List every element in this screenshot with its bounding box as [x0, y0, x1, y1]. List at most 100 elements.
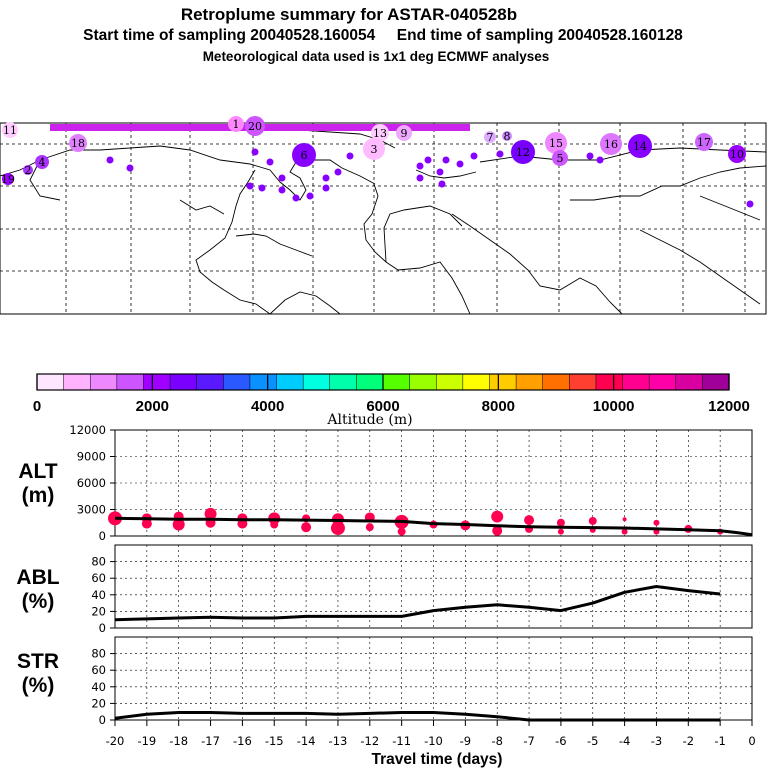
colorbar-swatch — [196, 373, 224, 391]
alt-scatter-point — [492, 525, 503, 536]
map-small-dot — [246, 182, 254, 190]
str-label-2: (%) — [22, 674, 55, 697]
x-tick-label: -16 — [233, 734, 252, 748]
colorbar-swatch — [143, 373, 171, 391]
colorbar-swatch — [648, 373, 677, 391]
alt-scatter-point — [172, 518, 185, 531]
map-centroid-label: 11 — [3, 124, 17, 137]
map-coastlines — [0, 129, 767, 315]
y-tick-label: 12000 — [69, 423, 106, 437]
x-tick-label: -1 — [714, 734, 725, 748]
alt-scatter-point — [330, 521, 345, 536]
y-tick-label: 6000 — [77, 476, 106, 490]
x-tick-label: -18 — [169, 734, 188, 748]
colorbar-swatch — [542, 373, 570, 391]
x-tick-label: -11 — [392, 734, 411, 748]
colorbar-swatch — [223, 373, 251, 391]
x-tick-label: -12 — [360, 734, 379, 748]
y-tick-label: 20 — [91, 604, 106, 618]
panel-alt: 0 3000 6000 9000 12000 — [69, 423, 753, 543]
map-centroid-dot — [2, 173, 14, 185]
colorbar-swatch — [622, 373, 650, 391]
map-centroid-dot — [695, 133, 713, 151]
alt-scatter-point — [588, 516, 597, 525]
map-small-dot — [306, 192, 314, 200]
colorbar-swatch — [63, 373, 91, 391]
y-tick-label: 3000 — [77, 503, 106, 517]
colorbar-swatch — [276, 373, 304, 391]
map-centroid-dot — [502, 131, 512, 141]
map-centroid-label: 2 — [25, 164, 32, 177]
map-small-dot — [596, 156, 604, 164]
map-small-dot — [251, 148, 259, 156]
x-tick-label: -14 — [297, 734, 316, 748]
map-small-dot — [346, 152, 354, 160]
map-centroid-label: 18 — [71, 137, 85, 150]
map-centroid-dot — [23, 165, 33, 175]
colorbar-tick-label: 4000 — [251, 398, 284, 415]
map-small-dot — [496, 150, 504, 158]
map-small-dot — [322, 174, 330, 182]
y-tick-label: 80 — [91, 555, 106, 569]
map-small-dot — [334, 168, 342, 176]
colorbar-swatch — [36, 373, 65, 391]
colorbar-swatch — [595, 373, 624, 391]
x-tick-label: -2 — [683, 734, 694, 748]
str-label-1: STR — [17, 650, 59, 673]
map-centroid-label: 10 — [730, 148, 744, 161]
map-centroid-label: 12 — [516, 146, 530, 159]
map-small-dot — [436, 168, 444, 176]
colorbar-tick-label: 2000 — [136, 398, 169, 415]
map-centroid-label: 15 — [549, 137, 563, 150]
colorbar-swatch — [515, 373, 544, 391]
x-tick-label: -20 — [106, 734, 125, 748]
colorbar-swatch — [409, 373, 437, 391]
map-centroid-dot — [35, 155, 49, 169]
y-tick-label: 20 — [91, 696, 106, 710]
x-tick-label: -6 — [555, 734, 566, 748]
colorbar-swatch — [249, 373, 278, 391]
map-centroid-label: 5 — [557, 152, 564, 165]
alt-scatter-point — [556, 518, 565, 527]
map-small-dot — [322, 184, 330, 192]
colorbar-swatch — [169, 373, 198, 391]
alt-scatter-point — [301, 522, 312, 533]
x-axis-ticks: -20 -19 -18 -17 -16 -15 -14 -13 -12 -11 -10 -9 -8 -7-… — [106, 720, 756, 748]
map-centroid-dot — [728, 145, 746, 163]
x-tick-label: -4 — [619, 734, 630, 748]
y-tick-label: 9000 — [77, 450, 106, 464]
x-tick-label: -19 — [137, 734, 156, 748]
map-centroid-dot — [628, 134, 652, 158]
map-small-dot — [292, 194, 300, 202]
map-small-dot — [258, 184, 266, 192]
map-centroid-label: 14 — [633, 140, 647, 153]
map-centroid-label: 8 — [504, 130, 511, 143]
alt-label-2: (m) — [22, 484, 55, 507]
map-panel: 11 18 13 9 7 8 15 16 14 17 10 6 12 5 3 1 20 19 42 — [0, 116, 767, 315]
x-tick-label: -10 — [424, 734, 443, 748]
colorbar-tick-label: 12000 — [708, 398, 750, 415]
map-centroid-dot — [545, 132, 567, 154]
map-small-dot — [278, 174, 286, 182]
x-tick-label: -17 — [201, 734, 220, 748]
alt-scatter-point — [365, 523, 374, 532]
alt-scatter-point — [397, 527, 406, 536]
alt-label-1: ALT — [18, 460, 57, 483]
colorbar-swatch — [569, 373, 597, 391]
y-tick-label: 0 — [99, 529, 106, 543]
y-tick-label: 60 — [91, 571, 106, 585]
x-tick-label: -8 — [491, 734, 502, 748]
colorbar: 0 2000 4000 6000 8000 10000 12000 Altitude (m) — [33, 373, 750, 428]
map-centroid-dot — [552, 150, 568, 166]
map-centroid-label: 4 — [39, 156, 46, 169]
map-small-dot — [438, 180, 446, 188]
colorbar-swatch — [489, 373, 517, 391]
map-centroid-dot — [228, 116, 244, 132]
x-tick-label: -3 — [651, 734, 662, 748]
alt-scatter-point — [557, 528, 564, 535]
map-small-dot — [456, 160, 464, 168]
y-tick-label: 40 — [91, 680, 106, 694]
map-centroid-label: 19 — [1, 173, 15, 186]
map-small-dot — [106, 156, 114, 164]
